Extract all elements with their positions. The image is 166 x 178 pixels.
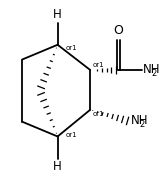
Text: or1: or1 <box>93 111 105 117</box>
Text: H: H <box>53 160 62 173</box>
Text: 2: 2 <box>152 69 157 78</box>
Text: 2: 2 <box>140 121 145 129</box>
Text: or1: or1 <box>93 62 105 69</box>
Text: or1: or1 <box>66 132 77 138</box>
Text: H: H <box>53 8 62 21</box>
Text: NH: NH <box>143 63 160 76</box>
Text: or1: or1 <box>66 45 77 51</box>
Text: O: O <box>113 24 123 37</box>
Text: NH: NH <box>131 114 148 127</box>
